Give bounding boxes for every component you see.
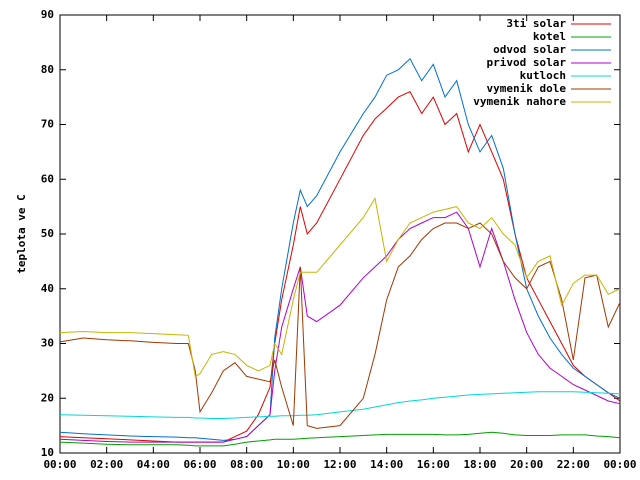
legend-label: kutloch (520, 69, 566, 82)
series-line (59, 391, 621, 419)
y-tick-label: 50 (41, 227, 54, 240)
x-tick-label: 22:00 (557, 458, 590, 471)
x-tick-label: 18:00 (463, 458, 496, 471)
x-tick-label: 16:00 (417, 458, 450, 471)
y-tick-label: 20 (41, 391, 54, 404)
x-tick-label: 14:00 (370, 458, 403, 471)
y-axis-label: teplota ve C (15, 194, 28, 273)
series-line (59, 431, 621, 447)
y-tick-label: 10 (41, 446, 54, 459)
series-line (59, 91, 621, 443)
legend-label: 3ti solar (506, 17, 566, 30)
series-line (59, 211, 621, 443)
x-tick-label: 10:00 (277, 458, 310, 471)
series-line (59, 197, 621, 378)
x-tick-label: 06:00 (183, 458, 216, 471)
x-tick-label: 02:00 (90, 458, 123, 471)
series-line (59, 222, 621, 429)
x-tick-label: 00:00 (43, 458, 76, 471)
legend-label: kotel (533, 30, 566, 43)
x-tick-label: 20:00 (510, 458, 543, 471)
x-tick-label: 04:00 (137, 458, 170, 471)
legend-label: odvod solar (493, 43, 566, 56)
legend-label: vymenik nahore (473, 95, 566, 108)
legend-label: vymenik dole (487, 82, 567, 95)
legend-label: privod solar (487, 56, 567, 69)
y-tick-label: 70 (41, 118, 54, 131)
y-tick-label: 30 (41, 337, 54, 350)
y-tick-label: 40 (41, 282, 54, 295)
x-tick-label: 00:00 (603, 458, 636, 471)
series-line (59, 57, 621, 441)
x-tick-label: 08:00 (230, 458, 263, 471)
y-tick-label: 90 (41, 8, 54, 21)
y-tick-label: 60 (41, 172, 54, 185)
y-tick-label: 80 (41, 63, 54, 76)
x-tick-label: 12:00 (323, 458, 356, 471)
